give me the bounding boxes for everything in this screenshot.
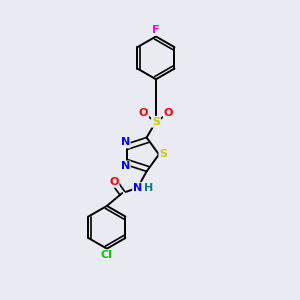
- Text: H: H: [144, 183, 154, 193]
- Text: O: O: [109, 177, 119, 187]
- Text: S: S: [152, 117, 160, 127]
- Text: Cl: Cl: [101, 250, 113, 260]
- Text: F: F: [152, 25, 160, 35]
- Text: N: N: [133, 183, 142, 193]
- Text: O: O: [164, 108, 173, 118]
- Text: N: N: [121, 137, 130, 148]
- Text: N: N: [121, 161, 130, 171]
- Text: S: S: [159, 149, 167, 160]
- Text: O: O: [139, 108, 148, 118]
